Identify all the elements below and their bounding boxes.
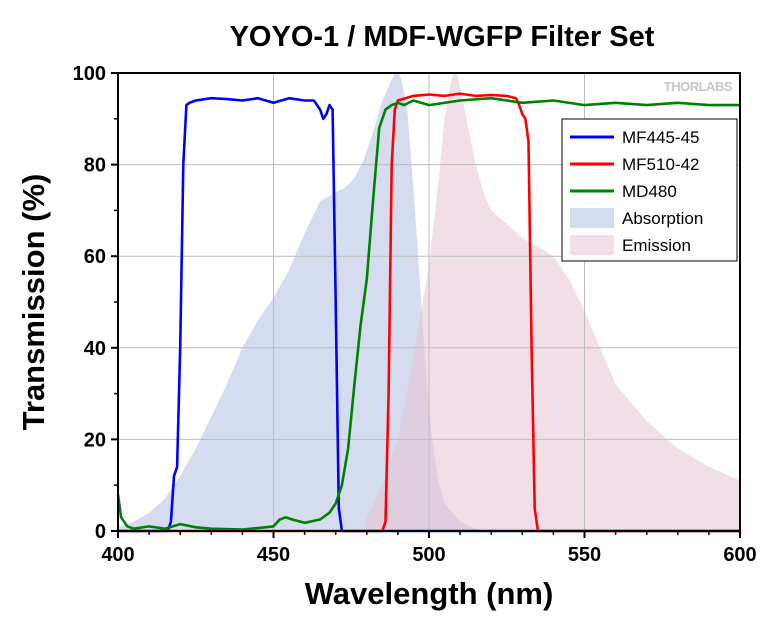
legend-label-mf510-42: MF510-42 xyxy=(622,155,699,174)
y-tick-label: 20 xyxy=(84,429,106,451)
line-series-layer xyxy=(116,92,740,533)
x-tick-label: 550 xyxy=(568,544,601,566)
legend-label-md480: MD480 xyxy=(622,182,677,201)
y-axis-title: Transmission (%) xyxy=(16,174,51,431)
legend-swatch-emission xyxy=(570,235,614,255)
x-tick-label: 400 xyxy=(101,544,134,566)
legend-label-emission: Emission xyxy=(622,236,691,255)
x-tick-label: 600 xyxy=(723,544,756,566)
y-tick-label: 40 xyxy=(84,338,106,360)
x-axis-title: Wavelength (nm) xyxy=(305,576,554,611)
line-mf510-42 xyxy=(118,92,740,533)
thorlabs-logo: THORLABS xyxy=(664,79,733,94)
y-tick-label: 80 xyxy=(84,155,106,177)
x-tick-label: 500 xyxy=(412,544,445,566)
y-tick-label: 0 xyxy=(95,521,106,543)
line-mf445-45 xyxy=(118,96,740,533)
y-tick-label: 100 xyxy=(73,63,106,85)
x-tick-label: 450 xyxy=(257,544,290,566)
legend-label-mf445-45: MF445-45 xyxy=(622,128,699,147)
line-md480 xyxy=(116,96,740,531)
chart-title: YOYO-1 / MDF-WGFP Filter Set xyxy=(230,21,655,53)
legend-label-absorption: Absorption xyxy=(622,209,703,228)
legend-swatch-absorption xyxy=(570,208,614,228)
legend: MF445-45 MF510-42 MD480 Absorption Emission xyxy=(561,118,738,262)
axis-ticks: 400 450 500 550 600 0 20 40 60 80 100 xyxy=(73,63,757,566)
y-tick-label: 60 xyxy=(84,246,106,268)
